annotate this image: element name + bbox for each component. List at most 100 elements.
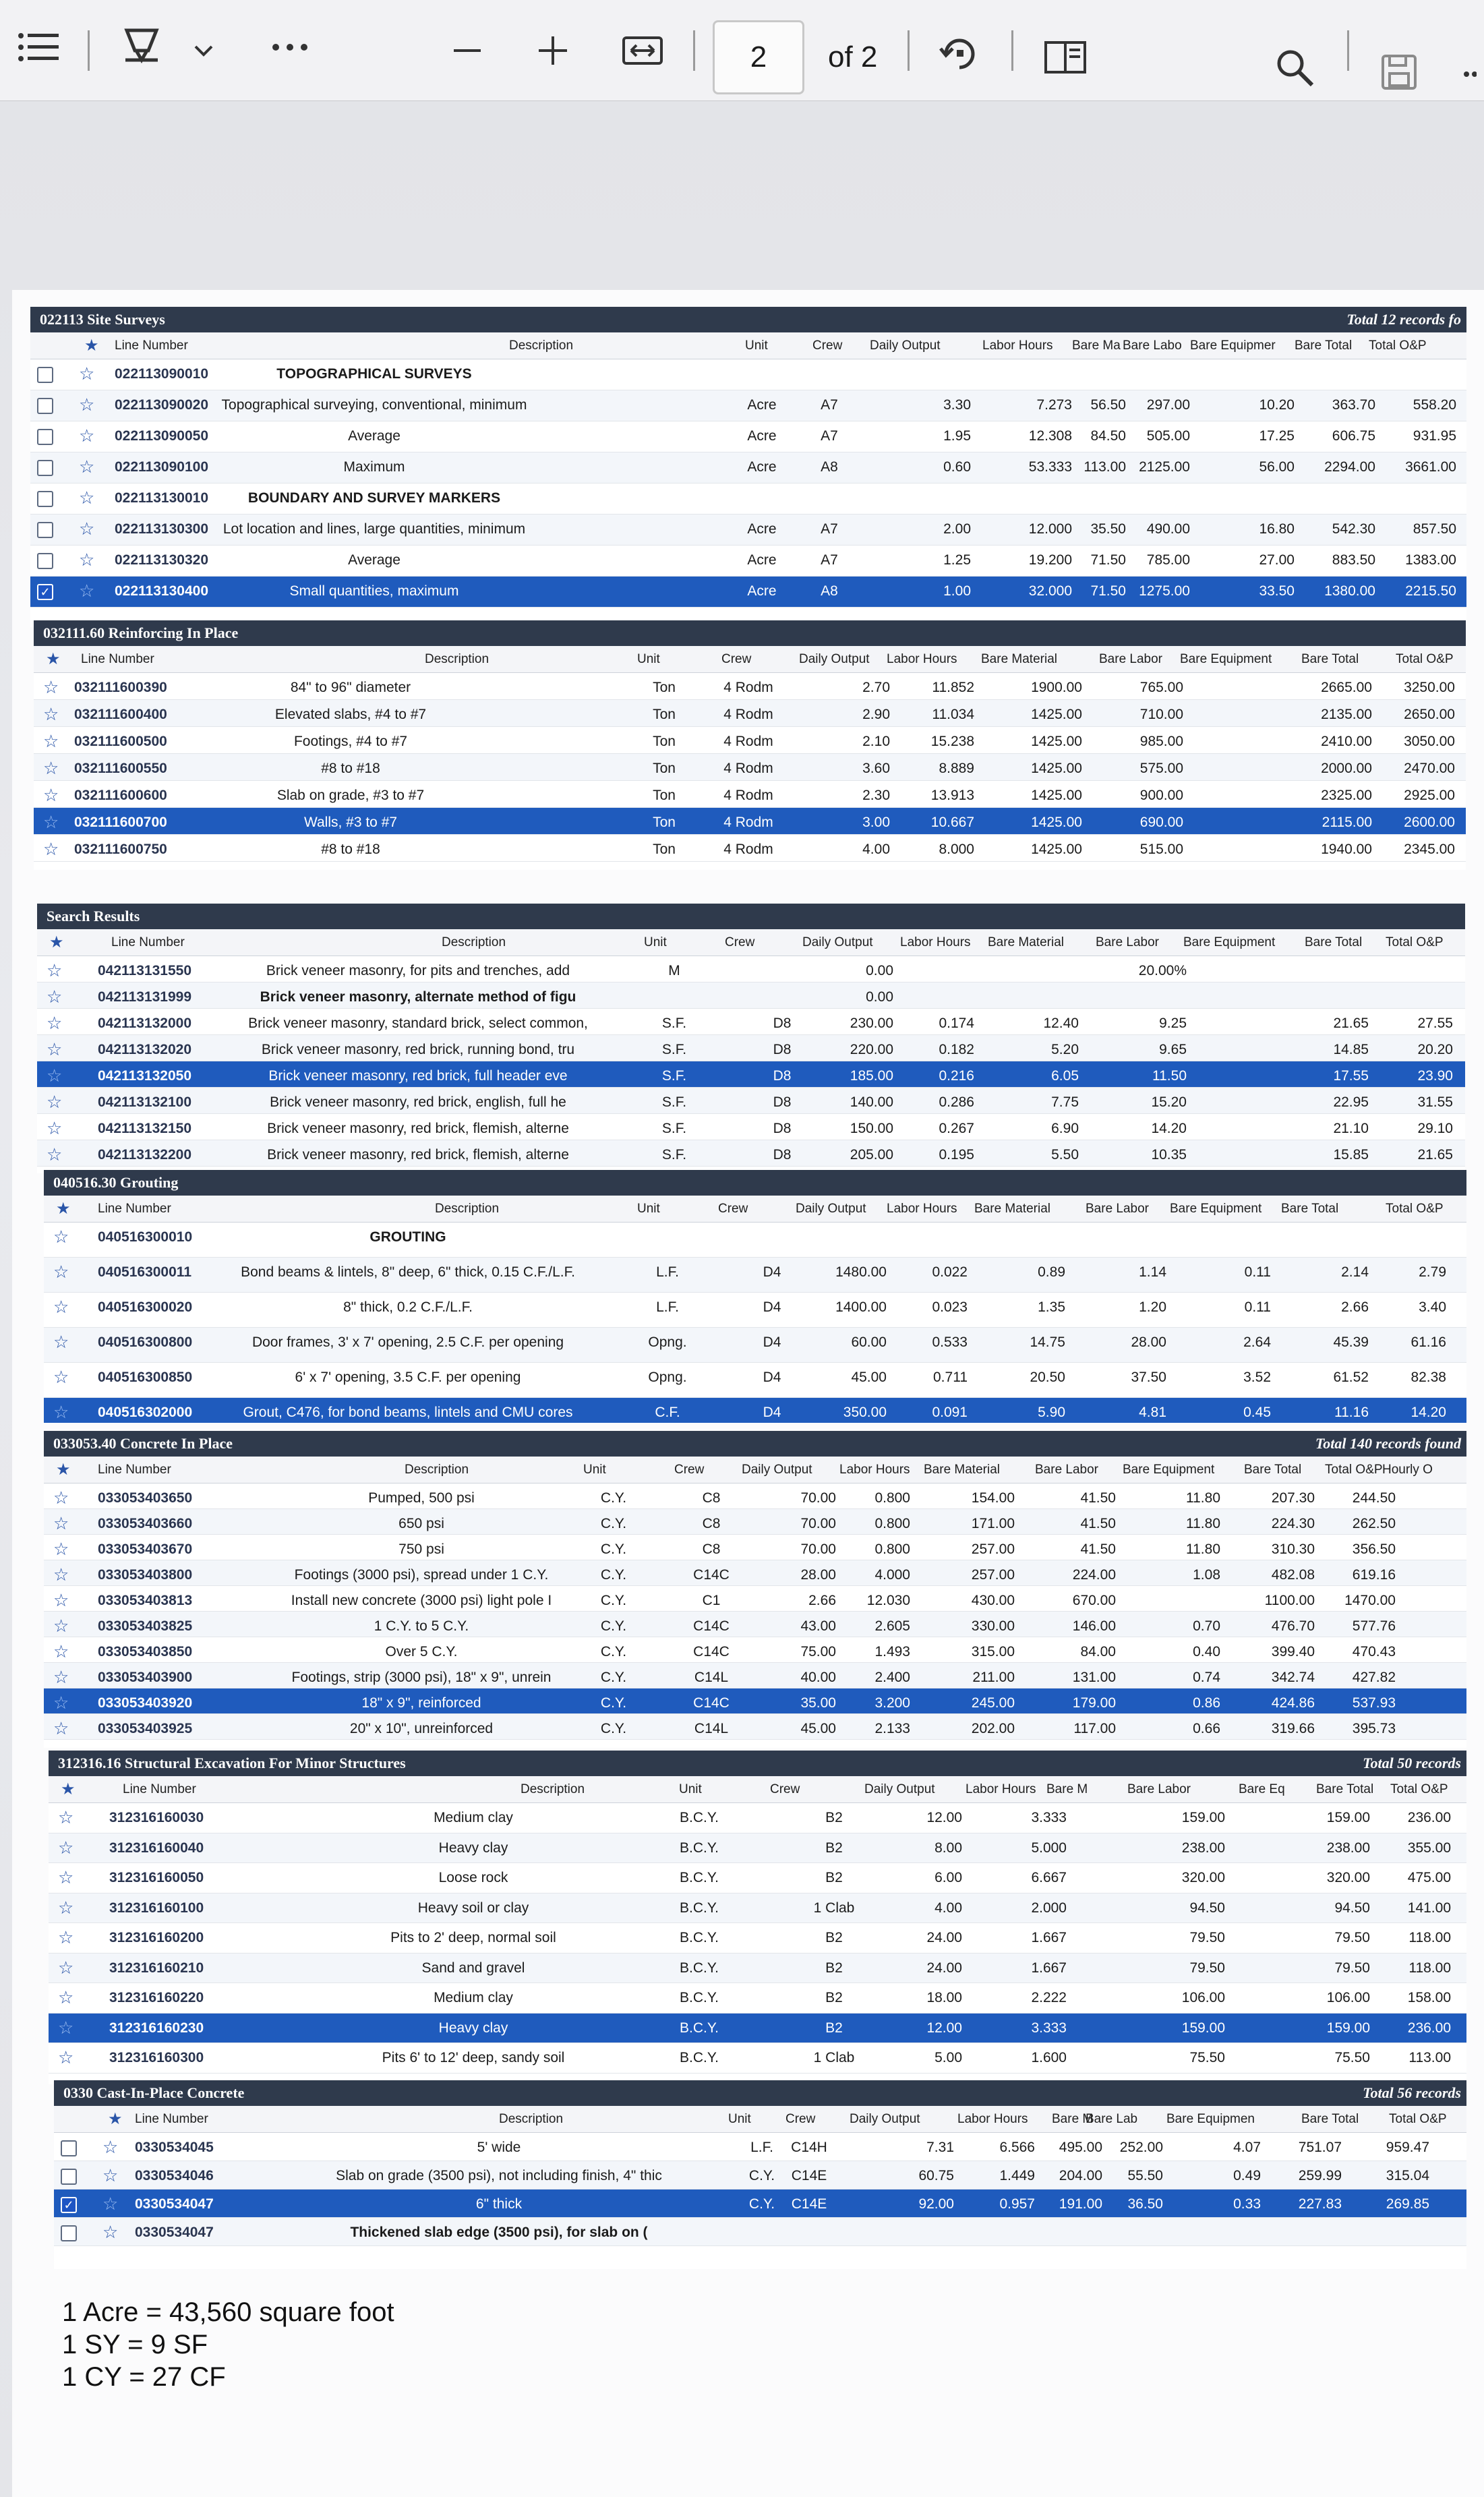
row-checkbox[interactable] bbox=[61, 2140, 77, 2156]
favorite-header-icon[interactable]: ★ bbox=[56, 1200, 71, 1218]
column-header[interactable]: Bare Total bbox=[1295, 339, 1353, 353]
column-header[interactable]: Total O&P bbox=[1386, 1202, 1444, 1216]
column-header[interactable]: Crew bbox=[785, 2112, 816, 2126]
column-header[interactable]: Unit bbox=[637, 1202, 660, 1216]
row-checkbox[interactable] bbox=[37, 491, 53, 507]
row-checkbox[interactable] bbox=[37, 398, 53, 414]
column-header[interactable]: Bare M bbox=[1046, 1782, 1088, 1796]
star-icon[interactable]: ☆ bbox=[47, 1013, 63, 1033]
table-row[interactable]: ☆ 032111600700 Walls, #3 to #7 Ton 4 Rodm 3.0… bbox=[34, 808, 1466, 835]
table-row[interactable]: ☆ 042113132000 Brick veneer masonry, stand… bbox=[37, 1009, 1465, 1035]
column-header[interactable]: Labor Hours bbox=[839, 1463, 910, 1477]
star-icon[interactable]: ☆ bbox=[53, 1564, 69, 1585]
star-icon[interactable]: ☆ bbox=[79, 425, 95, 446]
table-row[interactable]: ☆ 032111600600 Slab on grade, #3 to #7 Ton 4… bbox=[34, 781, 1466, 808]
table-row[interactable]: ☆ 022113090050 Average Acre A7 1.95 12.308 84.5… bbox=[30, 421, 1466, 452]
table-row[interactable]: ☆ 042113132150 Brick veneer masonry, red b… bbox=[37, 1114, 1465, 1140]
star-icon[interactable]: ☆ bbox=[53, 1513, 69, 1533]
star-icon[interactable]: ☆ bbox=[58, 1867, 74, 1887]
star-icon[interactable]: ☆ bbox=[53, 1332, 69, 1352]
row-checkbox[interactable]: ✓ bbox=[61, 2197, 77, 2213]
table-row[interactable]: ☆ 042113132200 Brick veneer masonry, red b… bbox=[37, 1140, 1465, 1167]
column-header[interactable]: Bare Total bbox=[1281, 1202, 1339, 1216]
row-checkbox[interactable] bbox=[37, 429, 53, 445]
star-icon[interactable]: ☆ bbox=[43, 677, 59, 697]
search-icon[interactable] bbox=[1271, 44, 1318, 91]
overflow-icon[interactable] bbox=[1460, 61, 1480, 88]
table-row[interactable]: ☆ 312316160300 Pits 6' to 12' deep, sandy … bbox=[49, 2043, 1466, 2074]
column-header[interactable]: Bare Total bbox=[1244, 1463, 1302, 1477]
column-header[interactable]: Description bbox=[499, 2112, 564, 2126]
row-checkbox[interactable]: ✓ bbox=[37, 584, 53, 600]
column-header[interactable]: Line Number bbox=[98, 1202, 171, 1216]
column-header[interactable]: Total O&P bbox=[1325, 1463, 1383, 1477]
column-header[interactable]: Total O&P bbox=[1396, 652, 1454, 666]
column-header[interactable]: Unit bbox=[679, 1782, 702, 1796]
column-header[interactable]: Labor Hours bbox=[957, 2112, 1028, 2126]
favorite-header-icon[interactable]: ★ bbox=[61, 1780, 76, 1798]
column-header[interactable]: Bare Material bbox=[988, 935, 1064, 949]
star-icon[interactable]: ☆ bbox=[53, 1667, 69, 1687]
table-row[interactable]: ☆ 033053403813 Install new concrete (3000 … bbox=[44, 1586, 1466, 1612]
table-row[interactable]: ☆ 022113130010 BOUNDARY AND SURVEY MARKERS bbox=[30, 483, 1466, 515]
table-row[interactable]: ☆ 042113131550 Brick veneer masonry, for p… bbox=[37, 956, 1465, 982]
column-header[interactable]: Labor Hours bbox=[900, 935, 971, 949]
column-header[interactable]: Bare Total bbox=[1301, 2112, 1359, 2126]
column-header[interactable]: Total O&P bbox=[1390, 1782, 1448, 1796]
star-icon[interactable]: ☆ bbox=[53, 1693, 69, 1713]
star-icon[interactable]: ☆ bbox=[58, 1987, 74, 2007]
star-icon[interactable]: ☆ bbox=[102, 2222, 119, 2242]
column-header[interactable]: Unit bbox=[728, 2112, 751, 2126]
column-header[interactable]: Crew bbox=[674, 1463, 705, 1477]
column-header[interactable]: Description bbox=[425, 652, 489, 666]
star-icon[interactable]: ☆ bbox=[58, 1897, 74, 1918]
table-row[interactable]: ☆ 312316160100 Heavy soil or clay B.C.Y. 1 C… bbox=[49, 1893, 1466, 1923]
table-row[interactable]: ✓ ☆ 0330534047 6" thick C.Y. C14E 92.00 0.957 19… bbox=[54, 2190, 1466, 2218]
column-header[interactable]: Labor Hours bbox=[887, 1202, 957, 1216]
column-header[interactable]: Line Number bbox=[135, 2112, 208, 2126]
star-icon[interactable]: ☆ bbox=[53, 1718, 69, 1738]
star-icon[interactable]: ☆ bbox=[53, 1367, 69, 1387]
table-row[interactable]: ✓ ☆ 022113130400 Small quantities, maximum A… bbox=[30, 577, 1466, 608]
table-row[interactable]: ☆ 312316160220 Medium clay B.C.Y. B2 18.00 2.2… bbox=[49, 1983, 1466, 2014]
column-header[interactable]: Total O&P bbox=[1386, 935, 1444, 949]
column-header[interactable]: Crew bbox=[721, 652, 752, 666]
star-icon[interactable]: ☆ bbox=[47, 1065, 63, 1086]
table-row[interactable]: ☆ 312316160040 Heavy clay B.C.Y. B2 8.00 5.000… bbox=[49, 1833, 1466, 1863]
star-icon[interactable]: ☆ bbox=[79, 550, 95, 570]
column-header[interactable]: Bare Total bbox=[1316, 1782, 1374, 1796]
star-icon[interactable]: ☆ bbox=[79, 488, 95, 508]
column-header[interactable]: Bare Labo bbox=[1123, 339, 1182, 353]
column-header[interactable]: Bare Equipment bbox=[1183, 935, 1276, 949]
table-row[interactable]: ☆ 042113132050 Brick veneer masonry, red b… bbox=[37, 1061, 1465, 1088]
star-icon[interactable]: ☆ bbox=[43, 704, 59, 724]
star-icon[interactable]: ☆ bbox=[58, 1837, 74, 1858]
star-icon[interactable]: ☆ bbox=[43, 785, 59, 805]
star-icon[interactable]: ☆ bbox=[53, 1227, 69, 1247]
star-icon[interactable]: ☆ bbox=[53, 1641, 69, 1662]
star-icon[interactable]: ☆ bbox=[58, 2047, 74, 2067]
table-row[interactable]: ☆ 040516300011 Bond beams & lintels, 8" de… bbox=[44, 1258, 1466, 1293]
table-row[interactable]: ☆ 312316160210 Sand and gravel B.C.Y. B2 24.0… bbox=[49, 1953, 1466, 1983]
page-number-input[interactable]: 2 bbox=[713, 20, 804, 94]
column-header[interactable]: Bare M bbox=[1052, 2112, 1094, 2126]
star-icon[interactable]: ☆ bbox=[79, 581, 95, 601]
column-header[interactable]: Daily Output bbox=[799, 652, 870, 666]
table-row[interactable]: ☆ 040516300010 GROUTING bbox=[44, 1223, 1466, 1258]
table-row[interactable]: ☆ 032111600500 Footings, #4 to #7 Ton 4 Rodm… bbox=[34, 727, 1466, 754]
zoom-in-icon[interactable] bbox=[536, 34, 570, 67]
column-header[interactable]: Bare Material bbox=[981, 652, 1057, 666]
column-header[interactable]: Unit bbox=[583, 1463, 606, 1477]
star-icon[interactable]: ☆ bbox=[102, 2137, 119, 2157]
star-icon[interactable]: ☆ bbox=[43, 758, 59, 778]
column-header[interactable]: Total O&P bbox=[1369, 339, 1427, 353]
star-icon[interactable]: ☆ bbox=[53, 1262, 69, 1282]
column-header[interactable]: Labor Hours bbox=[966, 1782, 1036, 1796]
column-header[interactable]: Line Number bbox=[115, 339, 188, 353]
table-row[interactable]: ☆ 022113130320 Average Acre A7 1.25 19.200 71.5… bbox=[30, 546, 1466, 577]
column-header[interactable]: Line Number bbox=[81, 652, 154, 666]
column-header[interactable]: Bare Equipment bbox=[1180, 652, 1272, 666]
column-header[interactable]: Bare Material bbox=[974, 1202, 1050, 1216]
column-header[interactable]: Description bbox=[521, 1782, 585, 1796]
column-header[interactable]: Daily Output bbox=[864, 1782, 935, 1796]
